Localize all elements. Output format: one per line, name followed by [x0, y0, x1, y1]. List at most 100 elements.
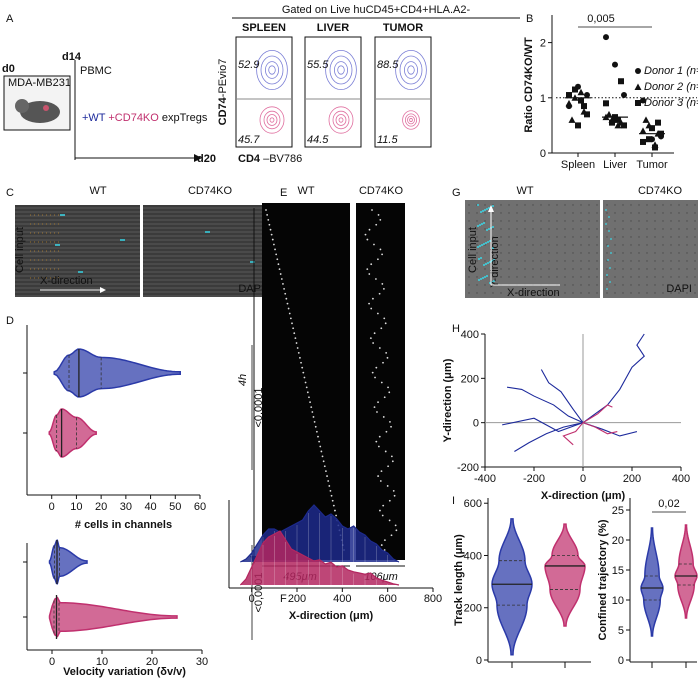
cell-dot [379, 480, 382, 482]
legend-marker [635, 68, 641, 74]
cell-dot [390, 455, 393, 458]
pillar [484, 236, 486, 238]
point [581, 103, 587, 110]
pillar [596, 236, 598, 238]
y-tick-label: 25 [612, 505, 624, 517]
contour [264, 61, 279, 79]
cell-dot [386, 485, 389, 487]
pillar [606, 284, 608, 286]
pillar [580, 236, 582, 238]
point [640, 97, 646, 104]
pillar [588, 268, 590, 270]
cell-dot [271, 238, 274, 241]
pillar [662, 284, 664, 286]
percent-label: 11.5 [377, 134, 398, 146]
pillar [556, 220, 558, 222]
pillar [662, 276, 664, 278]
cell-dot [378, 347, 381, 349]
pillar [662, 260, 664, 262]
cell-dot [377, 258, 379, 261]
cell-dot [379, 509, 381, 512]
pillar [630, 228, 632, 230]
pillar [476, 252, 478, 254]
pillar [670, 204, 672, 206]
cell-dot [289, 317, 292, 320]
contour [333, 61, 348, 79]
cell-dot [605, 209, 607, 211]
pillar [686, 252, 688, 254]
condition-title: WT [297, 185, 314, 197]
cell-dot [335, 514, 337, 517]
x-axis-label: X-direction (μm) [289, 610, 374, 622]
pillar [654, 292, 656, 294]
pillar [622, 236, 624, 238]
pillar [606, 212, 608, 214]
contour [337, 65, 345, 75]
cell-dot [376, 411, 378, 413]
pillar [476, 292, 478, 294]
direction-label: Y-direction [489, 236, 501, 288]
contour [328, 106, 354, 134]
arrow-head [194, 154, 202, 162]
pillar [500, 236, 502, 238]
cell-dot [280, 278, 283, 280]
trajectory [506, 386, 584, 424]
wt-label: +WT [82, 112, 106, 124]
pillar [630, 284, 632, 286]
pillar [638, 220, 640, 222]
percent-label: 52.9 [238, 59, 259, 71]
pillar [622, 284, 624, 286]
pillar [678, 276, 680, 278]
pillar [532, 212, 534, 214]
cell-dot [377, 445, 380, 448]
pillar [630, 260, 632, 262]
x-tick-label: -200 [523, 473, 545, 485]
pillar [662, 212, 664, 214]
pillar [508, 292, 510, 294]
percent-label: 45.7 [238, 134, 260, 146]
cell-dot [388, 519, 391, 522]
pillar [564, 276, 566, 278]
x-tick-label: 0 [249, 593, 255, 605]
x-tick-label: Tumor [636, 159, 668, 171]
cell-dot [287, 307, 290, 310]
contour [338, 117, 344, 123]
pillar [588, 204, 590, 206]
x-tick-label: 400 [333, 593, 351, 605]
cell-dot [328, 485, 331, 487]
pillar [532, 220, 534, 222]
pillar [678, 228, 680, 230]
pillar [540, 220, 542, 222]
pillar [508, 276, 510, 278]
point [649, 125, 655, 132]
cell-dot [325, 470, 327, 473]
cell-dot [484, 276, 486, 278]
pillar [468, 292, 470, 294]
pillar [588, 284, 590, 286]
pillar [572, 292, 574, 294]
cell-dot [309, 401, 311, 404]
cell-dot [395, 529, 398, 532]
pillar [484, 212, 486, 214]
ridge-line [239, 530, 400, 586]
pillar [638, 204, 640, 206]
p-value: 0,005 [587, 13, 615, 25]
pillar [564, 284, 566, 286]
point [609, 119, 615, 126]
pillar [678, 268, 680, 270]
contour [407, 65, 415, 75]
ridge-line [240, 504, 400, 563]
cell-dot [318, 440, 321, 443]
pillar [638, 276, 640, 278]
pillar [548, 212, 550, 214]
pillar [588, 252, 590, 254]
pillar [630, 252, 632, 254]
cell-dot [286, 302, 289, 305]
pillar [588, 244, 590, 246]
contour [407, 115, 415, 125]
cell-dot [488, 228, 490, 230]
trajectory [582, 422, 638, 437]
cell-dot [331, 499, 334, 502]
direction-label: X-direction [507, 287, 560, 299]
pillar [476, 268, 478, 270]
